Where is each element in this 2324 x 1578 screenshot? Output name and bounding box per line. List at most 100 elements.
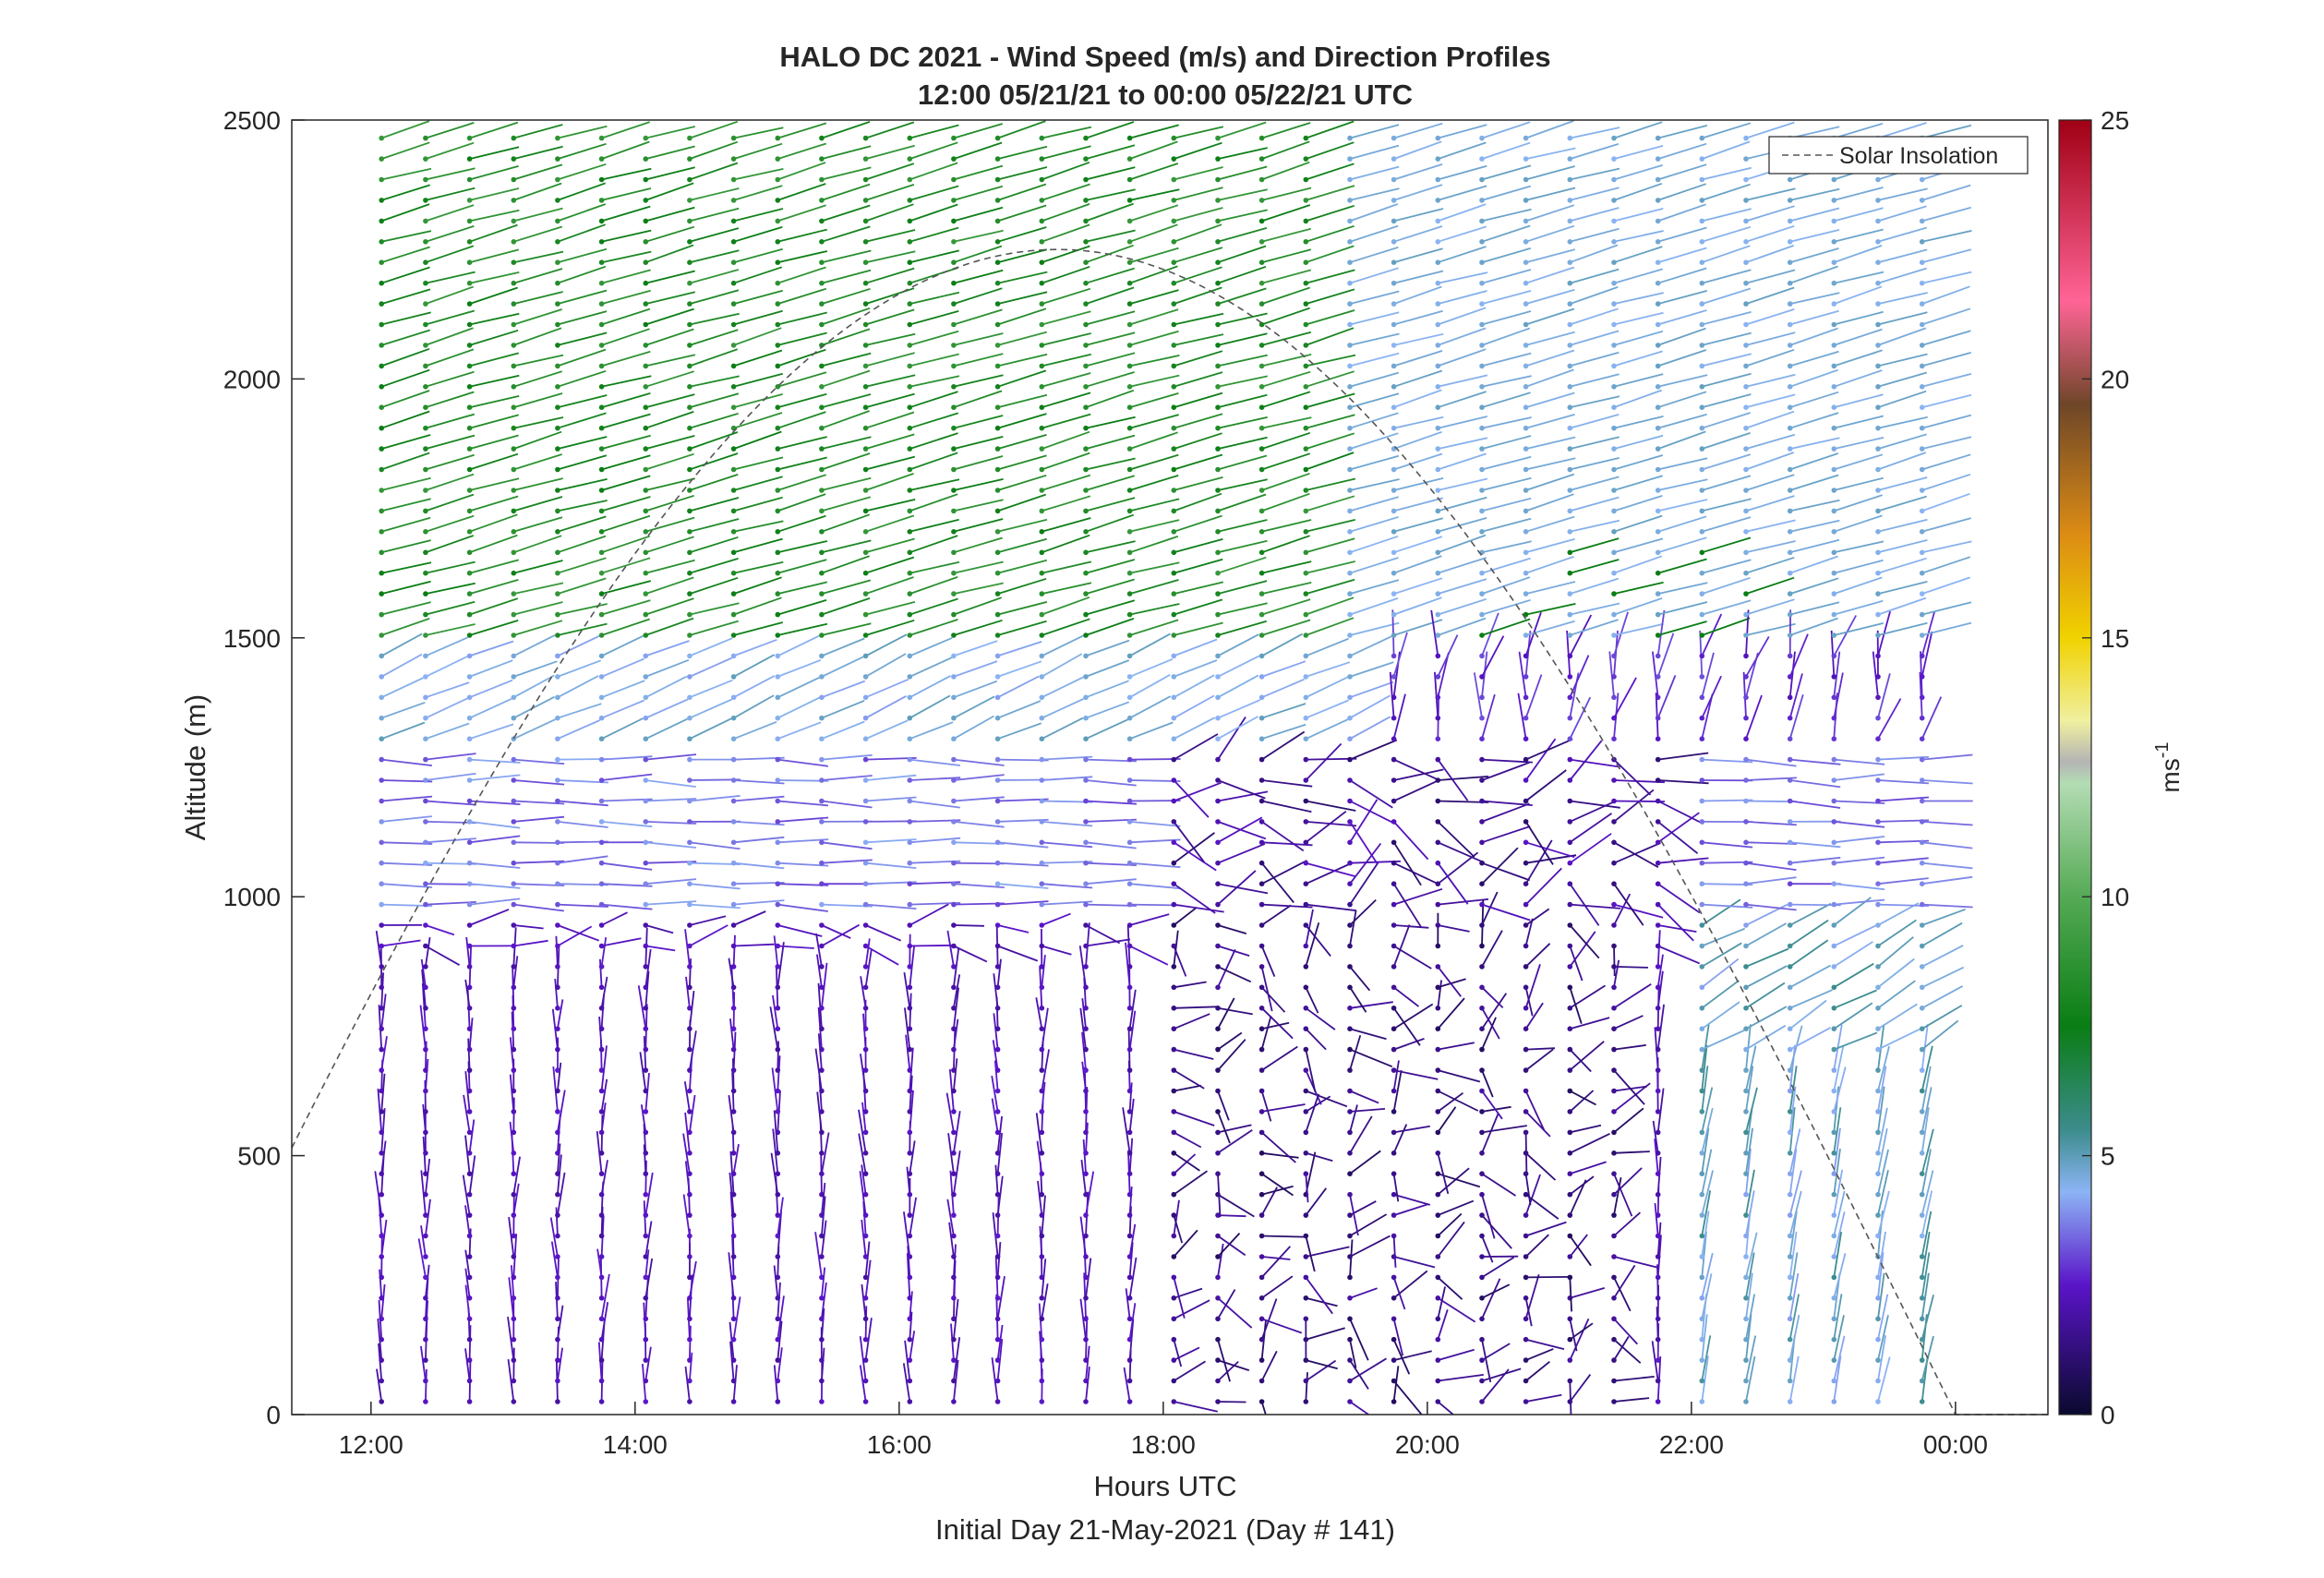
wind-vector-1402 [1349,597,1399,616]
wind-vector-1917 [1702,208,1752,223]
wind-vector-539 [733,496,783,512]
wind-vector-origin-1115 [1126,135,1133,141]
wind-vector-origin-1279 [1258,591,1265,596]
wind-vector-origin-1817 [1655,1006,1661,1011]
wind-vector-origin-2069 [1831,922,1837,928]
wind-vector-origin-748 [907,1316,913,1322]
wind-vector-origin-3 [379,1336,385,1343]
wind-vector-origin-287 [555,591,560,596]
wind-vector-origin-2067 [1831,964,1837,970]
wind-vector-517 [732,934,736,967]
wind-vector-origin-628 [819,1233,825,1239]
wind-vector-origin-579 [775,964,781,970]
wind-vector-origin-202 [511,1067,517,1073]
wind-vector-origin-1097 [1126,508,1133,514]
wind-vector-origin-2122 [1875,1109,1881,1114]
wind-vector-2224 [1921,271,1972,284]
wind-vector-origin-795 [907,343,913,348]
wind-vector-origin-984 [1039,280,1045,286]
wind-vector-origin-732 [862,363,869,369]
wind-vector-1494 [1437,1276,1463,1300]
wind-vector-638 [817,982,823,1030]
wind-vector-origin-1563 [1479,1129,1485,1136]
wind-vector-1057 [1128,1303,1137,1340]
wind-vector-373 [644,1346,652,1381]
wind-vector-origin-1663 [1523,343,1529,348]
wind-vector-origin-1901 [1699,549,1705,556]
wind-vector-origin-1747 [1611,1171,1617,1176]
wind-vector-845 [953,582,1004,595]
wind-vector-origin-602 [775,488,781,493]
wind-vector-origin-2029 [1787,466,1793,473]
wind-vector-origin-61 [379,135,385,141]
wind-vector-origin-1309 [1303,1254,1309,1259]
wind-vector-origin-1079 [1126,881,1133,886]
wind-vector-origin-1366 [1347,1357,1353,1363]
wind-vector-208 [513,939,548,947]
wind-vector-789 [909,452,958,471]
wind-vector-1388 [1349,861,1379,906]
wind-vector-origin-2126 [1875,1026,1881,1031]
wind-vector-origin-1006 [1083,1109,1089,1114]
wind-vector-origin-1000 [1083,1233,1089,1239]
wind-vector-2201 [1921,753,1973,761]
wind-vector-904 [997,641,1042,657]
wind-vector-origin-490 [687,239,692,245]
wind-vector-origin-1157 [1171,549,1177,556]
wind-vector-730 [865,392,915,409]
wind-vector-1185 [1217,1232,1241,1258]
wind-vector-origin-1332 [1303,777,1309,783]
wind-vector-origin-305 [555,218,560,224]
wind-vector-origin-1145 [1171,798,1177,804]
wind-vector-origin-1865 [1699,1295,1705,1301]
wind-vector-origin-655 [819,674,825,680]
wind-vector-origin-26 [379,860,385,866]
wind-vector-origin-1673 [1523,135,1529,141]
wind-vector-1158 [1174,514,1222,533]
wind-vector-1497 [1437,1199,1475,1216]
wind-vector-origin-1868 [1699,1233,1705,1239]
wind-vector-origin-129 [466,1295,473,1301]
wind-vector-2112 [1877,1272,1885,1319]
wind-vector-origin-1833 [1655,674,1661,680]
wind-vector-750 [907,1246,911,1278]
wind-vector-218 [512,718,556,741]
wind-vector-1181 [1217,1339,1231,1382]
wind-vector-origin-1278 [1258,611,1265,618]
wind-vector-origin-179 [466,259,473,266]
wind-vector-180 [469,223,518,243]
wind-vector-origin-328 [598,1026,605,1031]
wind-vector-1676 [1569,1318,1590,1361]
wind-vector-519 [733,910,766,926]
wind-vector-origin-1426 [1391,1399,1397,1404]
wind-vector-origin-101 [423,591,428,596]
wind-vector-origin-395 [643,922,649,928]
wind-vector-1574 [1481,903,1531,922]
wind-vector-835 [953,796,1005,802]
wind-vector-1709 [1566,630,1571,677]
wind-vector-origin-1564 [1479,1109,1485,1114]
wind-vector-origin-651 [819,756,825,763]
wind-vector-origin-1991 [1787,1254,1793,1259]
wind-vector-origin-166 [466,529,473,535]
wind-vector-origin-1158 [1171,529,1177,535]
wind-vector-origin-321 [598,1171,605,1176]
wind-vector-origin-462 [687,819,692,825]
wind-vector-1571 [1481,930,1503,968]
wind-vector-origin-742 [862,156,869,162]
wind-vector-1728 [1570,268,1620,284]
wind-vector-origin-669 [819,384,825,390]
wind-vector-origin-1128 [1171,1150,1177,1156]
wind-vector-origin-1874 [1699,1109,1705,1114]
wind-vector-616 [777,183,826,201]
wind-vector-358 [601,392,651,409]
wind-vector-origin-1903 [1699,508,1705,514]
wind-vector-1241 [1260,1350,1278,1381]
wind-vector-1183 [1217,1297,1253,1329]
wind-vector-origin-1597 [1479,425,1485,431]
wind-vector-816 [953,1150,961,1195]
wind-vector-origin-1367 [1347,1336,1353,1343]
wind-vector-origin-1971 [1743,384,1749,390]
wind-vector-origin-2121 [1875,1129,1881,1136]
